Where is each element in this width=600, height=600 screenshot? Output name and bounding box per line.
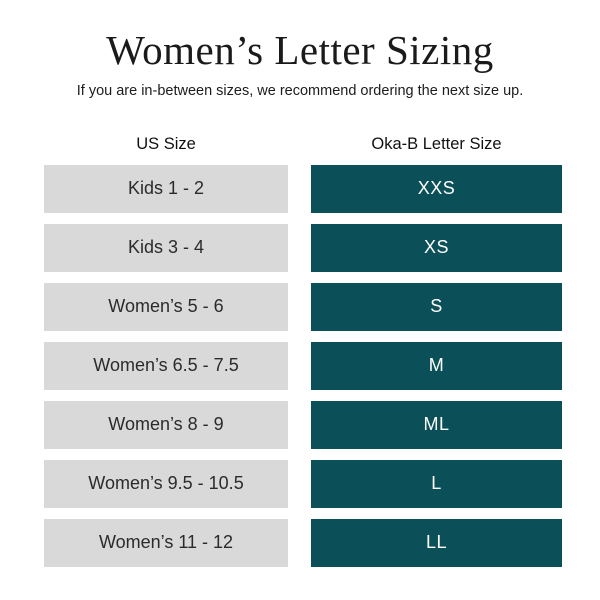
us-size-cell: Women’s 11 - 12	[44, 518, 288, 567]
table-row: Women’s 5 - 6 S	[44, 282, 600, 331]
table-row: Kids 3 - 4 XS	[44, 223, 600, 272]
table-row: Kids 1 - 2 XXS	[44, 164, 600, 213]
page-subtitle: If you are in-between sizes, we recommen…	[76, 83, 524, 100]
column-header-letter-size: Oka-B Letter Size	[371, 135, 502, 154]
us-size-cell: Women’s 6.5 - 7.5	[44, 341, 288, 390]
table-row: Women’s 8 - 9 ML	[44, 400, 600, 449]
column-header-us-size: US Size	[136, 135, 196, 154]
letter-size-cell: M	[311, 341, 562, 390]
table-header-row: US Size Oka-B Letter Size	[44, 135, 600, 155]
letter-size-cell: S	[311, 282, 562, 331]
us-size-cell: Women’s 5 - 6	[44, 282, 288, 331]
size-table: US Size Oka-B Letter Size Kids 1 - 2 XXS…	[0, 135, 600, 567]
table-row: Women’s 6.5 - 7.5 M	[44, 341, 600, 390]
us-size-cell: Kids 3 - 4	[44, 223, 288, 272]
us-size-cell: Women’s 9.5 - 10.5	[44, 459, 288, 508]
table-row: Women’s 9.5 - 10.5 L	[44, 459, 600, 508]
page-title: Women’s Letter Sizing	[106, 27, 494, 73]
letter-size-cell: XS	[311, 223, 562, 272]
letter-size-cell: ML	[311, 400, 562, 449]
letter-size-cell: XXS	[311, 164, 562, 213]
letter-size-cell: LL	[311, 518, 562, 567]
us-size-cell: Women’s 8 - 9	[44, 400, 288, 449]
table-row: Women’s 11 - 12 LL	[44, 518, 600, 567]
letter-size-cell: L	[311, 459, 562, 508]
us-size-cell: Kids 1 - 2	[44, 164, 288, 213]
